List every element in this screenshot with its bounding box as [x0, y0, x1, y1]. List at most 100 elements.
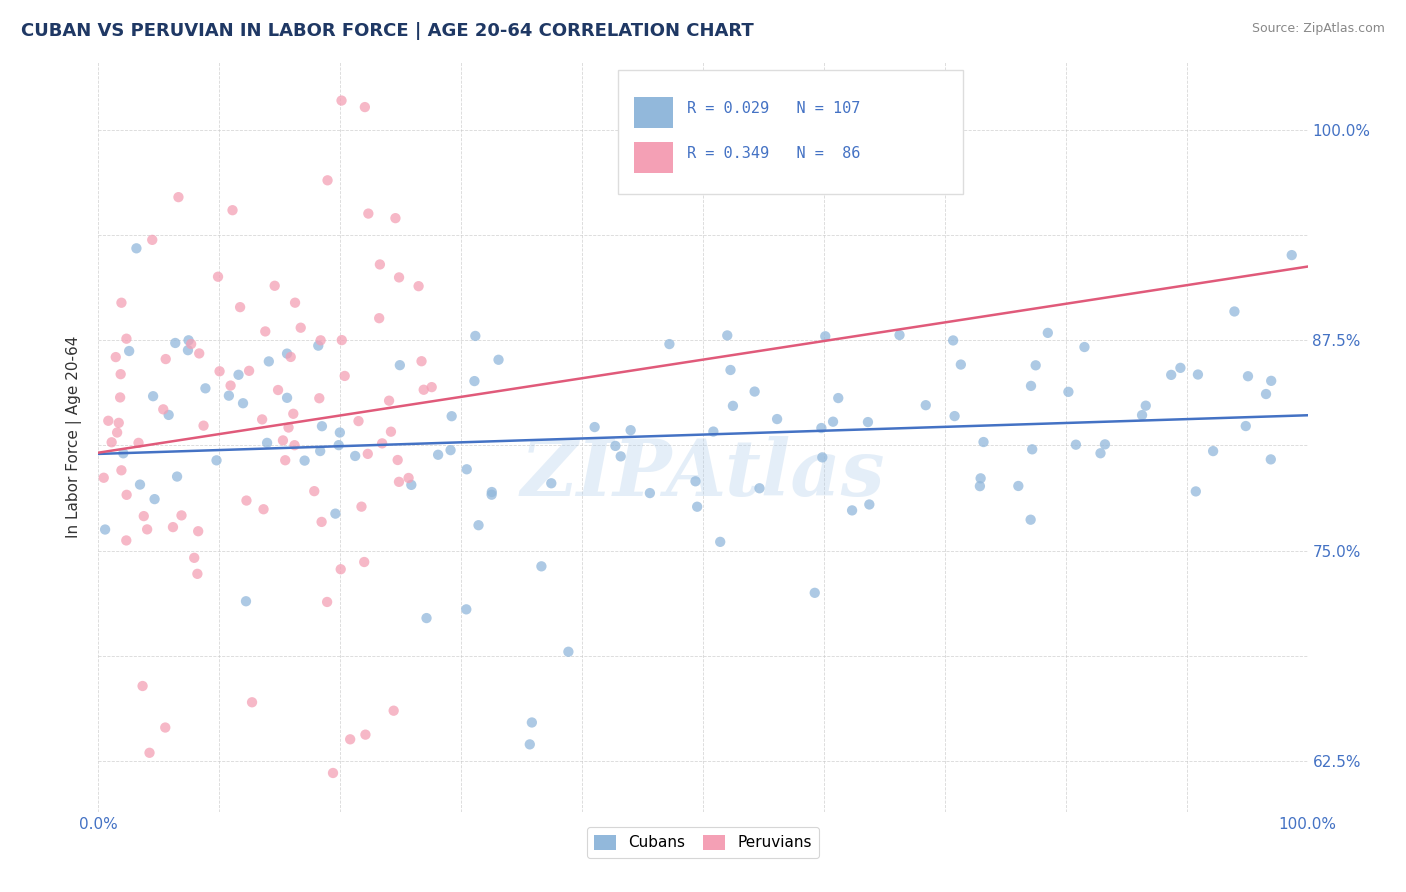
Point — [308, 391, 330, 405]
Point — [309, 444, 332, 458]
Point — [205, 453, 228, 467]
Point — [131, 679, 153, 693]
Point — [811, 450, 834, 465]
Point — [129, 477, 152, 491]
Point — [354, 728, 377, 742]
Y-axis label: In Labor Force | Age 20-64: In Labor Force | Age 20-64 — [66, 336, 83, 538]
Point — [1094, 437, 1116, 451]
Point — [1237, 369, 1260, 384]
Point — [464, 329, 486, 343]
Point — [353, 555, 375, 569]
Point — [339, 732, 361, 747]
Point — [115, 332, 138, 346]
Point — [1019, 513, 1042, 527]
Point — [388, 358, 411, 372]
Point — [401, 478, 423, 492]
Point — [194, 381, 217, 395]
Point — [93, 471, 115, 485]
Point — [1170, 360, 1192, 375]
Point — [252, 502, 274, 516]
Point — [973, 435, 995, 450]
Point — [177, 343, 200, 358]
Point — [229, 300, 252, 314]
FancyBboxPatch shape — [634, 142, 672, 172]
Point — [721, 399, 744, 413]
Point — [322, 766, 344, 780]
Point — [344, 449, 367, 463]
Point — [488, 352, 510, 367]
Point — [232, 396, 254, 410]
Text: R = 0.349   N =  86: R = 0.349 N = 86 — [688, 145, 860, 161]
Point — [803, 586, 825, 600]
Point — [440, 409, 463, 424]
Point — [152, 402, 174, 417]
Point — [520, 715, 543, 730]
Point — [388, 475, 411, 489]
Text: R = 0.029   N = 107: R = 0.029 N = 107 — [688, 101, 860, 116]
Point — [316, 173, 339, 187]
Point — [157, 408, 180, 422]
Point — [328, 438, 350, 452]
Point — [118, 344, 141, 359]
Point — [311, 419, 333, 434]
Point — [350, 500, 373, 514]
Point — [132, 509, 155, 524]
Text: ZIPAtlas: ZIPAtlas — [520, 436, 886, 513]
Point — [943, 409, 966, 423]
Point — [193, 418, 215, 433]
Point — [263, 278, 285, 293]
Point — [427, 448, 450, 462]
Point — [333, 368, 356, 383]
Point — [97, 414, 120, 428]
Point — [540, 476, 562, 491]
Point — [128, 435, 150, 450]
Point — [294, 453, 316, 467]
Point — [814, 329, 837, 343]
Point — [686, 500, 709, 514]
Point — [207, 269, 229, 284]
Point — [1234, 419, 1257, 434]
Point — [368, 311, 391, 326]
Point — [720, 363, 742, 377]
Point — [228, 368, 250, 382]
Point — [218, 389, 240, 403]
Point — [254, 325, 277, 339]
Point — [1260, 374, 1282, 388]
Point — [1090, 446, 1112, 460]
Point — [155, 721, 177, 735]
Point — [143, 492, 166, 507]
Point — [107, 416, 129, 430]
Point — [1185, 484, 1208, 499]
Point — [166, 469, 188, 483]
Point — [250, 412, 273, 426]
Point — [1021, 442, 1043, 457]
Point — [330, 94, 353, 108]
Point — [914, 398, 936, 412]
Point — [276, 346, 298, 360]
Point — [186, 566, 208, 581]
Point — [170, 508, 193, 523]
Point — [105, 425, 128, 440]
Point — [155, 352, 177, 367]
Point — [329, 562, 352, 576]
Point — [1223, 304, 1246, 318]
Point — [456, 462, 478, 476]
Point — [439, 443, 461, 458]
Point — [1007, 479, 1029, 493]
Point — [304, 484, 326, 499]
Point — [412, 383, 434, 397]
Point — [1073, 340, 1095, 354]
Point — [280, 350, 302, 364]
Point — [949, 358, 972, 372]
Point — [481, 488, 503, 502]
Point — [167, 190, 190, 204]
Point — [276, 391, 298, 405]
Point — [658, 337, 681, 351]
Point — [330, 333, 353, 347]
Point — [420, 380, 443, 394]
Point — [235, 493, 257, 508]
Point — [709, 534, 731, 549]
Point — [1260, 452, 1282, 467]
Point — [1281, 248, 1303, 262]
Point — [766, 412, 789, 426]
